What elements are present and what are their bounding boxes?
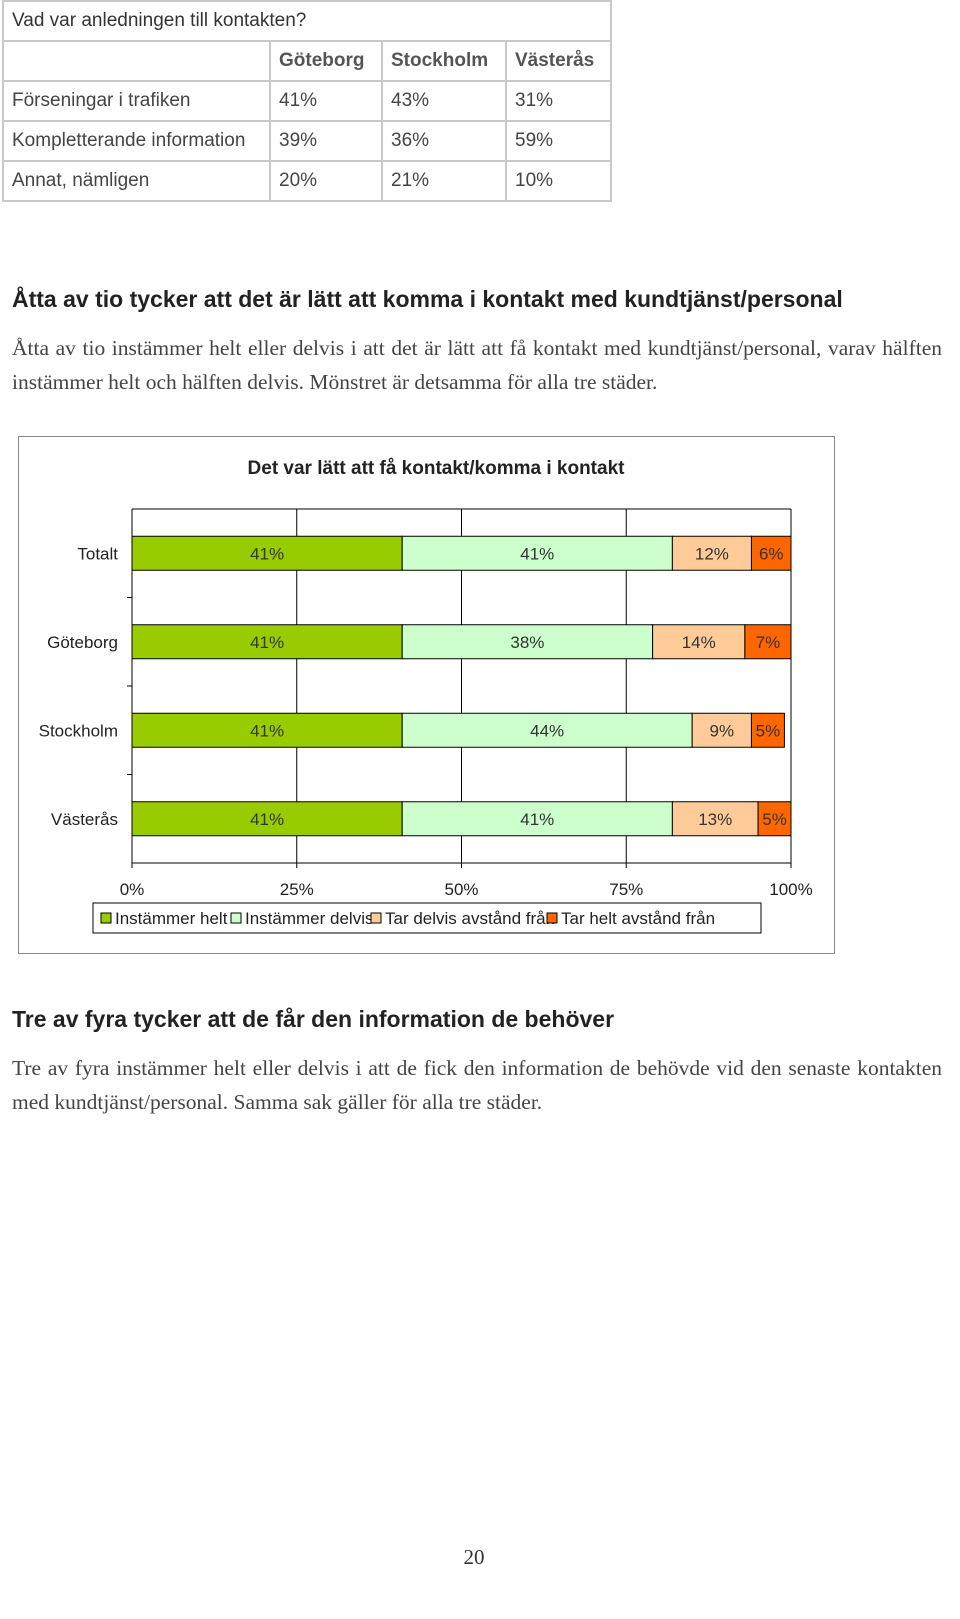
- cell-value: 39%: [269, 120, 383, 162]
- bar-value-label: 6%: [759, 544, 784, 563]
- table-header-vasteras: Västerås: [505, 40, 612, 82]
- cell-value: 59%: [505, 120, 612, 162]
- bar-value-label: 44%: [530, 721, 564, 740]
- legend-swatch: [370, 912, 382, 924]
- legend-label: Instämmer helt: [115, 909, 228, 928]
- x-tick-label: 100%: [769, 880, 812, 899]
- page-number: 20: [463, 1545, 485, 1569]
- bar-value-label: 41%: [250, 633, 284, 652]
- reason-table: Vad var anledningen till kontakten? Göte…: [2, 0, 612, 202]
- table-header-empty: [2, 40, 271, 82]
- x-tick-label: 25%: [280, 880, 314, 899]
- legend-label: Instämmer delvis: [245, 909, 373, 928]
- bar-segment: [671, 535, 752, 571]
- table-row: Kompletterande information 39% 36% 59%: [2, 120, 612, 162]
- bar-segment: [401, 624, 654, 660]
- bar-segment: [744, 624, 792, 660]
- x-tick-label: 50%: [444, 880, 478, 899]
- stacked-bar-chart: Det var lätt att få kontakt/komma i kont…: [39, 458, 813, 934]
- table-header-stockholm: Stockholm: [381, 40, 507, 82]
- row-label: Annat, nämligen: [2, 160, 271, 202]
- legend-swatch: [546, 912, 558, 924]
- legend-box: [92, 902, 762, 934]
- row-label: Förseningar i trafiken: [2, 80, 271, 122]
- bar-value-label: 41%: [250, 544, 284, 563]
- legend-swatch: [230, 912, 242, 924]
- bar-value-label: 9%: [710, 721, 735, 740]
- bar-segment: [691, 712, 752, 748]
- section-heading-kontakt: Åtta av tio tycker att det är lätt att k…: [12, 286, 843, 312]
- table-row: Förseningar i trafiken 41% 43% 31%: [2, 80, 612, 122]
- x-tick-label: 75%: [609, 880, 643, 899]
- bar-value-label: 41%: [250, 721, 284, 740]
- bar-value-label: 41%: [520, 810, 554, 829]
- legend-label: Tar delvis avstånd från: [385, 909, 555, 928]
- bar-value-label: 14%: [682, 633, 716, 652]
- bar-segment: [401, 801, 673, 837]
- bar-segment: [131, 624, 403, 660]
- bar-segment: [750, 712, 785, 748]
- bar-segment: [131, 712, 403, 748]
- bar-segment: [652, 624, 746, 660]
- bar-segment: [671, 801, 759, 837]
- bar-segment: [131, 801, 403, 837]
- cell-value: 43%: [381, 80, 507, 122]
- section-paragraph-kontakt: Åtta av tio instämmer helt eller delvis …: [12, 336, 942, 394]
- cell-value: 10%: [505, 160, 612, 202]
- legend-swatch: [100, 912, 112, 924]
- bar-segment: [131, 535, 403, 571]
- chart-title: Det var lätt att få kontakt/komma i kont…: [248, 458, 626, 479]
- cell-value: 41%: [269, 80, 383, 122]
- bar-segment: [401, 535, 673, 571]
- bar-value-label: 7%: [756, 633, 781, 652]
- bar-value-label: 13%: [698, 810, 732, 829]
- category-label: Göteborg: [47, 633, 118, 652]
- table-header-goteborg: Göteborg: [269, 40, 383, 82]
- legend-label: Tar helt avstånd från: [561, 909, 715, 928]
- x-tick-label: 0%: [120, 880, 145, 899]
- bar-value-label: 5%: [762, 810, 787, 829]
- section-heading-info: Tre av fyra tycker att de får den inform…: [12, 1006, 615, 1032]
- bar-segment: [757, 801, 792, 837]
- category-label: Västerås: [51, 810, 118, 829]
- section-paragraph-info: Tre av fyra instämmer helt eller delvis …: [12, 1056, 942, 1114]
- cell-value: 31%: [505, 80, 612, 122]
- table-question: Vad var anledningen till kontakten?: [2, 0, 612, 42]
- table-row: Annat, nämligen 20% 21% 10%: [2, 160, 612, 202]
- table-header-row: Göteborg Stockholm Västerås: [2, 40, 612, 82]
- cell-value: 20%: [269, 160, 383, 202]
- bar-value-label: 41%: [520, 544, 554, 563]
- chart-container: Det var lätt att få kontakt/komma i kont…: [18, 436, 835, 954]
- table-question-row: Vad var anledningen till kontakten?: [2, 0, 612, 42]
- bar-value-label: 38%: [510, 633, 544, 652]
- cell-value: 21%: [381, 160, 507, 202]
- bar-segment: [750, 535, 792, 571]
- row-label: Kompletterande information: [2, 120, 271, 162]
- bar-value-label: 41%: [250, 810, 284, 829]
- bar-value-label: 5%: [756, 721, 781, 740]
- category-label: Totalt: [77, 544, 118, 563]
- cell-value: 36%: [381, 120, 507, 162]
- bar-segment: [401, 712, 693, 748]
- bar-value-label: 12%: [695, 544, 729, 563]
- category-label: Stockholm: [39, 721, 118, 740]
